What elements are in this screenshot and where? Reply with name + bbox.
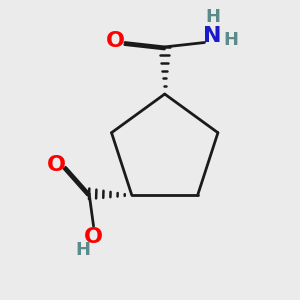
Text: N: N — [203, 26, 222, 46]
Text: O: O — [84, 227, 103, 248]
Text: O: O — [106, 31, 125, 51]
Text: O: O — [47, 155, 66, 175]
Text: H: H — [76, 241, 91, 259]
Text: H: H — [205, 8, 220, 26]
Text: H: H — [224, 31, 238, 49]
